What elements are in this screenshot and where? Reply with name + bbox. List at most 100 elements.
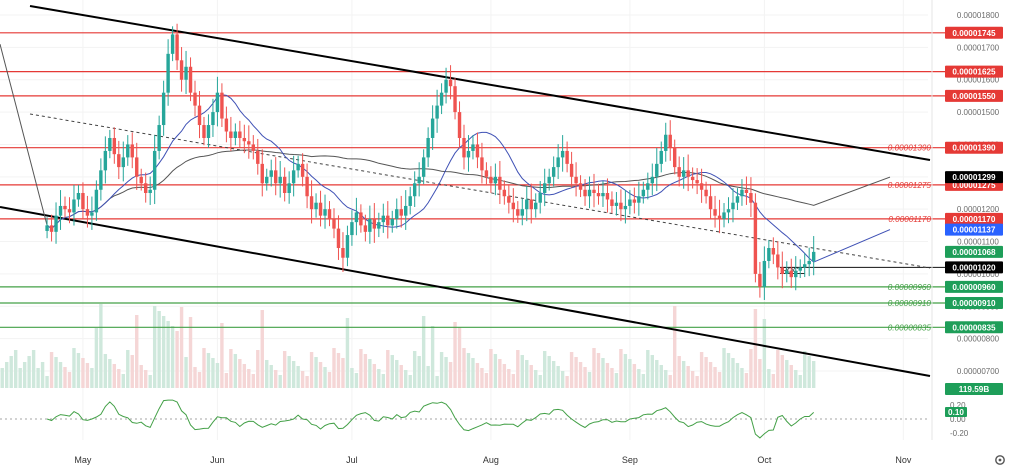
candle-body xyxy=(274,170,278,184)
level-label: 0.00000910 xyxy=(888,299,932,308)
level-badge-bg xyxy=(945,141,1003,154)
candle-body xyxy=(99,170,103,190)
volume-bar xyxy=(296,366,300,388)
volume-bar xyxy=(278,375,282,388)
volume-bar xyxy=(758,359,762,388)
volume-bar xyxy=(614,373,619,388)
chart-icons[interactable] xyxy=(995,455,1005,465)
volume-bar xyxy=(265,360,269,388)
candle-body xyxy=(381,215,386,223)
candle-body xyxy=(785,270,789,274)
volume-bar xyxy=(547,356,551,388)
volume-bar xyxy=(206,353,211,388)
current-price-badge: 0.00001068 xyxy=(952,248,996,257)
volume-bar xyxy=(404,370,408,388)
volume-bar xyxy=(605,363,610,388)
volume-bar xyxy=(184,357,188,388)
month-label: Aug xyxy=(483,455,499,465)
candlesticks xyxy=(45,23,816,300)
volume-bar xyxy=(780,355,785,388)
candle-body xyxy=(269,170,273,177)
volume-bar xyxy=(148,375,152,388)
candle-body xyxy=(143,183,148,193)
level-badge-bg xyxy=(945,321,1003,334)
momentum-tick-label: 0.20 xyxy=(950,401,966,410)
volume-badge: 119.59B xyxy=(959,385,990,394)
price-tick-label: 0.00001700 xyxy=(957,43,1000,52)
candle-body xyxy=(345,235,350,258)
month-label: May xyxy=(74,455,92,465)
candle-body xyxy=(453,86,457,113)
month-label: Jun xyxy=(210,455,225,465)
volume-bar xyxy=(359,349,363,388)
candle-body xyxy=(681,170,686,177)
month-label: Sep xyxy=(622,455,638,465)
volume-bar xyxy=(565,376,569,388)
candle-body xyxy=(529,199,533,210)
volume-bar xyxy=(623,354,628,388)
candle-body xyxy=(323,209,327,216)
volume-bar xyxy=(628,359,632,388)
volume-bar xyxy=(471,358,475,388)
level-badge-bg xyxy=(945,65,1003,78)
candle-body xyxy=(377,222,381,229)
price-badges: 0.00001745 0.00001625 0.00001550 0.00001390… xyxy=(945,26,1003,395)
candle-body xyxy=(776,254,780,268)
ma-short-badge-bg xyxy=(945,223,1003,236)
volume-bar xyxy=(735,363,740,388)
candle-body xyxy=(278,176,282,184)
volume-bar xyxy=(368,359,372,388)
candle-body xyxy=(614,202,619,206)
volume-bar xyxy=(49,352,54,388)
candle-body xyxy=(238,131,242,138)
candle-body xyxy=(63,205,67,210)
candle-body xyxy=(130,144,134,158)
volume-bar xyxy=(291,361,296,388)
volume-bar xyxy=(300,371,305,388)
volume-bar xyxy=(686,366,690,388)
candle-body xyxy=(220,92,224,119)
candle-body xyxy=(646,183,650,190)
volume-bar xyxy=(5,362,9,388)
momentum-tick-label: 0.00 xyxy=(950,415,966,424)
volume-bar xyxy=(785,360,789,388)
volume-bar xyxy=(13,350,18,388)
candle-body xyxy=(135,157,139,177)
candle-body xyxy=(45,225,49,231)
gear-icon[interactable] xyxy=(995,455,1005,465)
candle-body xyxy=(466,150,471,158)
volume-bar xyxy=(803,351,807,388)
volume-bar xyxy=(435,376,439,388)
volume-bar xyxy=(269,365,273,388)
volume-bar xyxy=(399,365,403,388)
volume-bar xyxy=(762,319,767,388)
volume-bar xyxy=(36,368,40,388)
ma-short-badge: 0.00001137 xyxy=(953,226,996,235)
candle-body xyxy=(704,189,708,197)
volume-bar xyxy=(632,364,637,388)
volume-bar xyxy=(794,370,798,388)
candle-body xyxy=(108,137,112,151)
candle-body xyxy=(471,144,475,151)
candle-body xyxy=(565,150,569,164)
time-axis[interactable]: May Jun Jul Aug Sep Oct Nov xyxy=(74,455,911,465)
volume-bar xyxy=(417,356,421,388)
volume-bar xyxy=(673,306,677,388)
candle-body xyxy=(161,92,166,126)
candle-body xyxy=(596,193,601,197)
volume-bar xyxy=(551,361,556,388)
candle-body xyxy=(803,264,807,268)
volume-bar xyxy=(211,358,215,388)
candle-body xyxy=(170,34,175,54)
volume-bar xyxy=(457,327,462,388)
volume-bar xyxy=(63,367,67,388)
candle-body xyxy=(673,147,677,168)
candle-body xyxy=(291,170,296,184)
volume-bar xyxy=(699,352,704,388)
volume-bar xyxy=(45,376,49,388)
candle-body xyxy=(282,176,287,193)
candle-body xyxy=(148,189,152,193)
candle-body xyxy=(726,209,731,213)
candle-body xyxy=(498,176,502,190)
